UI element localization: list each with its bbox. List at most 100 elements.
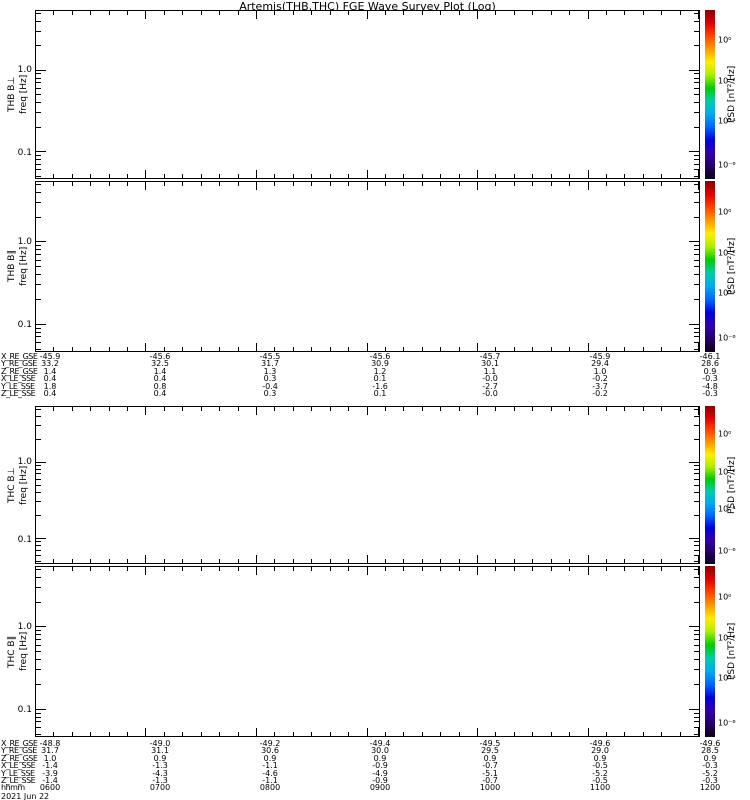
colorbar-tick-label: 10⁰ [718,207,732,217]
tick-mark [624,11,626,15]
tick-mark [698,407,699,415]
tick-mark [366,728,368,736]
tick-mark [36,274,41,276]
tick-mark [35,728,36,736]
ephemeris-value: 30.1 [481,359,499,369]
tick-mark [90,174,92,178]
tick-mark [694,154,699,156]
tick-mark [694,587,699,589]
ephemeris-value: 0.8 [153,381,167,391]
tick-mark [694,644,699,646]
ephemeris-value: 32.5 [151,359,169,369]
colorbar-axis-label: PSD [nT²/Hz] [727,65,737,124]
y-tick-label: 0.1 [17,534,32,545]
colorbar-axis-label: PSD [nT²/Hz] [727,456,737,514]
tick-mark [403,732,405,736]
tick-mark [569,11,571,15]
tick-mark [71,182,73,186]
tick-mark [274,732,276,736]
tick-mark [694,284,699,286]
tick-mark [36,541,41,543]
tick-mark [569,567,571,571]
tick-mark [36,568,41,570]
tick-mark [587,343,589,351]
ephemeris-row-label: Y_LE_SSE [1,768,35,778]
tick-mark [36,175,41,177]
tick-mark [605,732,607,736]
ephemeris-value: -0.7 [482,776,498,785]
tick-mark [36,560,41,562]
tick-mark [679,567,681,571]
tick-mark [642,11,644,15]
tick-mark [698,170,699,178]
tick-mark [569,182,571,186]
tick-mark [694,82,699,84]
tick-mark [36,151,46,153]
tick-mark [694,473,699,475]
tick-mark [421,174,423,178]
tick-mark [237,182,239,186]
tick-mark [36,576,41,578]
tick-mark [440,732,442,736]
ephemeris-value: 31.7 [41,746,59,756]
date-label: 2021 Jun 22 [1,792,50,800]
tick-mark [605,174,607,178]
colorbar-tick-label: 10⁻² [718,467,736,477]
tick-mark [661,559,663,563]
tick-mark [495,182,497,186]
tick-mark [255,407,257,415]
tick-mark [440,182,442,186]
tick-mark [127,182,129,186]
tick-mark [694,336,699,338]
tick-mark [694,415,699,417]
tick-mark [36,716,41,718]
tick-mark [679,347,681,351]
tick-mark [421,567,423,571]
colorbar [705,566,715,737]
ephemeris-value: -49.2 [259,739,281,748]
ephemeris-value: 31.1 [151,746,169,756]
tick-mark [237,174,239,178]
tick-mark [679,11,681,15]
ephemeris-value: -0.3 [702,761,718,771]
tick-mark [36,112,41,114]
tick-mark [694,659,699,661]
ephemeris-value: 1.8 [43,381,57,391]
tick-mark [127,732,129,736]
ephemeris-value: 0900 [369,783,391,793]
tick-mark [35,343,36,351]
tick-mark [329,11,331,15]
tick-mark [689,708,699,710]
tick-mark [292,182,294,186]
ephemeris-value: -1.4 [42,761,58,771]
ephemeris-value: -49.6 [589,739,611,748]
tick-mark [476,728,478,736]
tick-mark [384,732,386,736]
tick-mark [108,174,110,178]
ephemeris-value: 0.1 [373,389,387,398]
tick-mark [200,174,202,178]
tick-mark [476,567,478,575]
tick-mark [36,323,46,325]
tick-mark [694,327,699,329]
ephemeris-value: -46.1 [699,352,721,361]
tick-mark [311,407,313,411]
tick-mark [403,182,405,186]
tick-mark [694,102,699,104]
tick-mark [495,347,497,351]
tick-mark [550,11,552,15]
tick-mark [694,425,699,427]
tick-mark [694,298,699,300]
tick-mark [679,407,681,411]
tick-mark [163,174,165,178]
tick-mark [36,626,46,628]
ephemeris-row-label: hhmm [1,783,25,793]
tick-mark [569,174,571,178]
tick-mark [679,732,681,736]
tick-mark [35,170,36,178]
ephemeris-row: hhmm 0600 0700 0800 0900 1000 1100 1200 [0,784,750,792]
tick-mark [694,249,699,251]
ephemeris-value: 1.2 [373,366,387,376]
tick-mark [694,163,699,165]
tick-mark [689,323,699,325]
